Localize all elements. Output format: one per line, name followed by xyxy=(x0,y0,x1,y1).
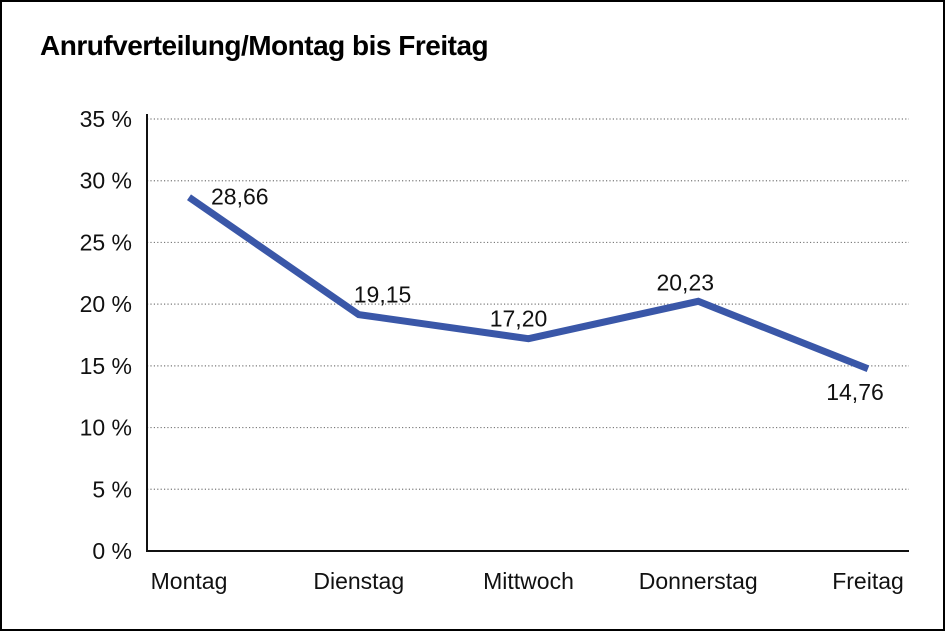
y-axis-label: 30 % xyxy=(80,168,132,194)
y-axis-label: 15 % xyxy=(80,353,132,379)
x-axis-label: Montag xyxy=(151,568,228,594)
x-axis-label: Mittwoch xyxy=(483,568,574,594)
data-label: 14,76 xyxy=(826,379,884,405)
x-axis-label: Freitag xyxy=(832,568,904,594)
x-axis-label: Donnerstag xyxy=(639,568,758,594)
y-axis-label: 10 % xyxy=(80,415,132,441)
data-label: 20,23 xyxy=(656,269,714,295)
x-axis-label: Dienstag xyxy=(313,568,404,594)
data-label: 19,15 xyxy=(354,282,412,308)
chart-title: Anrufverteilung/Montag bis Freitag xyxy=(40,30,489,61)
data-label: 28,66 xyxy=(211,183,269,209)
data-line xyxy=(187,194,870,373)
y-axis-label: 25 % xyxy=(80,229,132,255)
y-axis-label: 0 % xyxy=(92,538,132,564)
y-axis-label: 20 % xyxy=(80,291,132,317)
data-label: 17,20 xyxy=(490,306,548,332)
y-axis-label: 5 % xyxy=(92,476,132,502)
y-axis-label: 35 % xyxy=(80,106,132,132)
